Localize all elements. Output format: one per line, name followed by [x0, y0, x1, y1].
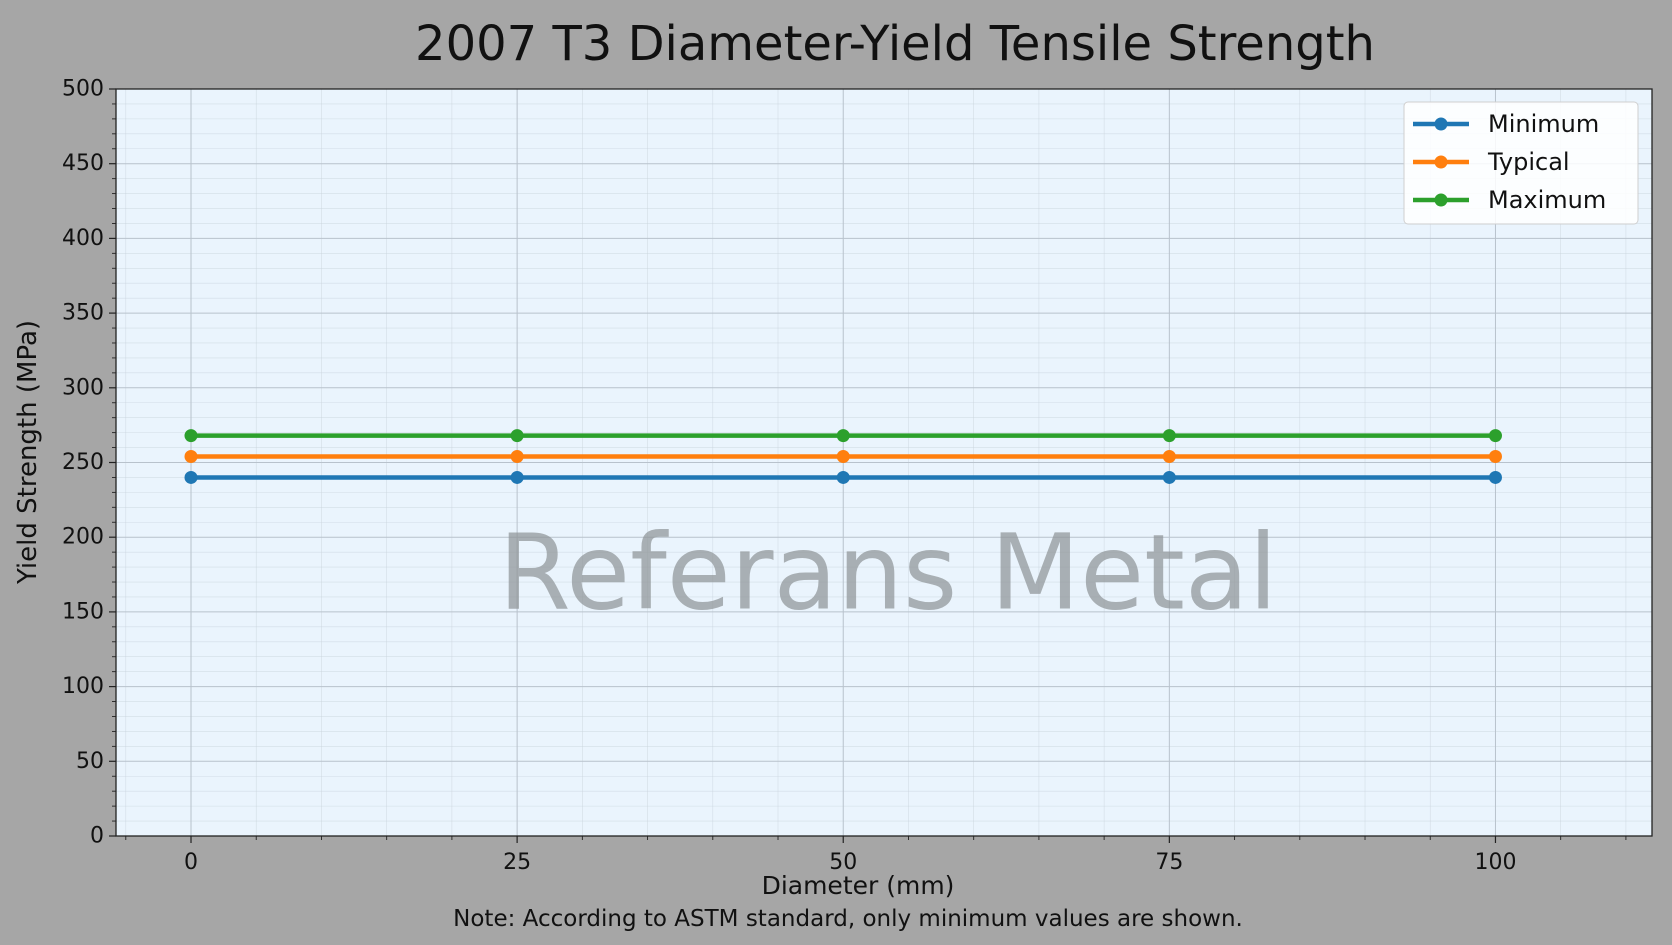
data-point-typical: [1162, 450, 1176, 464]
data-point-typical: [510, 450, 524, 464]
legend-box: [1403, 101, 1639, 225]
x-tick-label: 100: [1474, 850, 1516, 875]
series-layer: [184, 429, 1502, 484]
data-point-maximum: [510, 429, 524, 443]
y-tick-label: 100: [62, 674, 104, 699]
watermark: Referans Metal: [499, 511, 1278, 633]
y-tick-label: 250: [62, 450, 104, 475]
y-tick-label: 50: [76, 749, 104, 774]
legend-label-maximum: Maximum: [1488, 186, 1606, 214]
y-tick-label: 500: [62, 77, 104, 102]
legend-label-typical: Typical: [1487, 148, 1570, 176]
data-point-minimum: [510, 470, 524, 484]
data-point-minimum: [184, 470, 198, 484]
chart-note: Note: According to ASTM standard, only m…: [453, 906, 1243, 932]
data-point-maximum: [1488, 429, 1502, 443]
legend-marker-maximum: [1434, 193, 1448, 207]
y-tick-label: 200: [62, 525, 104, 550]
data-point-maximum: [184, 429, 198, 443]
data-point-typical: [1488, 450, 1502, 464]
data-point-maximum: [836, 429, 850, 443]
ticks-layer: 0 50 100 150 200 250 300 350 400 450 500 0 25 50 75 100: [62, 77, 1627, 875]
data-point-minimum: [836, 470, 850, 484]
legend: Minimum Typical Maximum: [1403, 101, 1639, 225]
data-point-minimum: [1162, 470, 1176, 484]
data-point-minimum: [1488, 470, 1502, 484]
data-point-maximum: [1162, 429, 1176, 443]
x-tick-label: 25: [503, 850, 531, 875]
data-point-typical: [184, 450, 198, 464]
legend-marker-minimum: [1434, 117, 1448, 131]
chart-title: 2007 T3 Diameter-Yield Tensile Strength: [415, 16, 1375, 72]
x-tick-label: 50: [829, 850, 857, 875]
y-tick-label: 450: [62, 151, 104, 176]
y-axis-label: Yield Strength (MPa): [13, 320, 43, 585]
legend-marker-typical: [1434, 155, 1448, 169]
y-tick-label: 350: [62, 301, 104, 326]
y-tick-label: 0: [90, 824, 104, 849]
x-tick-label: 75: [1155, 850, 1183, 875]
data-point-typical: [836, 450, 850, 464]
x-axis-label: Diameter (mm): [762, 871, 955, 900]
legend-label-minimum: Minimum: [1488, 110, 1599, 138]
y-tick-label: 300: [62, 375, 104, 400]
y-tick-label: 400: [62, 226, 104, 251]
y-tick-label: 150: [62, 599, 104, 624]
x-tick-label: 0: [184, 850, 198, 875]
